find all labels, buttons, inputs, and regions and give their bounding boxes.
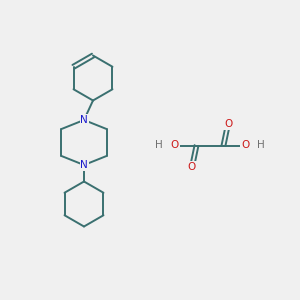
Text: O: O: [171, 140, 179, 151]
Text: O: O: [224, 119, 232, 129]
Text: O: O: [188, 162, 196, 172]
Text: H: H: [155, 140, 163, 151]
Text: N: N: [80, 115, 88, 125]
Text: N: N: [80, 160, 88, 170]
Text: H: H: [257, 140, 265, 151]
Text: O: O: [241, 140, 249, 151]
